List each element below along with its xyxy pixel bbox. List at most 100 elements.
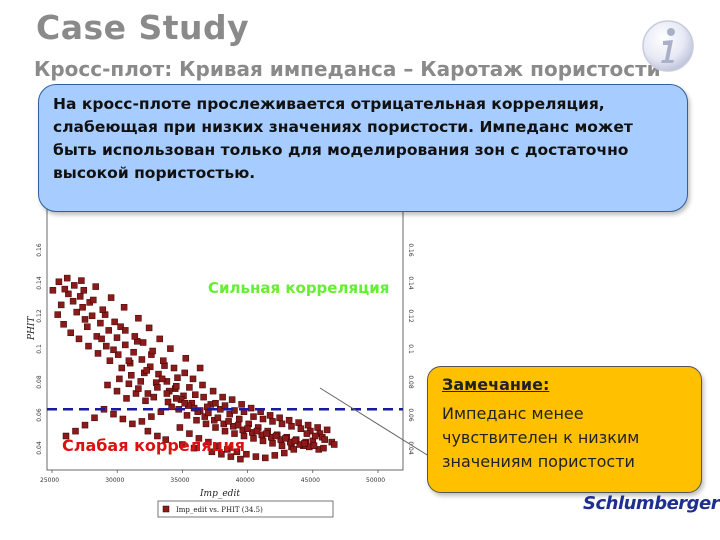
data-point	[154, 384, 161, 391]
data-point	[145, 324, 153, 332]
y-axis-label: PHIT	[27, 316, 37, 341]
slide-subtitle: Кросс-плот: Кривая импеданса – Каротаж п…	[34, 57, 661, 81]
data-point	[119, 415, 127, 423]
x-tick-label: 30000	[105, 477, 124, 484]
data-point	[62, 432, 70, 440]
data-point	[105, 327, 112, 334]
data-point	[173, 382, 180, 390]
data-point	[227, 453, 235, 460]
schlumberger-logo: Schlumberger	[583, 493, 720, 514]
data-point	[179, 441, 186, 448]
data-point	[125, 380, 133, 388]
data-point	[81, 421, 89, 429]
data-point	[72, 427, 79, 435]
data-point	[49, 287, 57, 294]
data-point	[173, 395, 180, 402]
data-point	[263, 430, 270, 437]
data-point	[212, 424, 219, 431]
data-point	[99, 306, 107, 313]
y2-tick-label: 0.14	[407, 276, 414, 290]
data-point	[297, 425, 305, 432]
data-point	[123, 395, 130, 402]
data-point	[54, 311, 61, 318]
data-point	[303, 430, 311, 437]
data-point	[97, 319, 104, 327]
data-point	[272, 432, 280, 440]
data-point	[228, 396, 236, 403]
data-point	[250, 435, 257, 442]
data-point	[118, 364, 126, 372]
data-point	[214, 442, 222, 449]
data-point	[224, 446, 231, 453]
data-point	[214, 414, 222, 422]
data-point	[253, 427, 261, 435]
y-tick-label: 0.06	[36, 408, 43, 422]
data-point	[259, 415, 267, 423]
data-point	[168, 403, 175, 411]
data-point	[120, 304, 128, 311]
weak-correlation-label: Слабая корреляция	[62, 436, 245, 455]
data-point	[139, 339, 147, 346]
data-point	[311, 432, 319, 440]
data-point	[281, 449, 288, 457]
data-point	[65, 290, 72, 298]
data-point	[98, 335, 105, 343]
data-point	[181, 369, 188, 377]
data-point	[290, 446, 298, 453]
data-point	[91, 414, 98, 422]
data-point	[146, 363, 154, 371]
remark-pointer-line	[319, 387, 441, 464]
note-text: На кросс-плоте прослеживается отрицатель…	[53, 95, 633, 182]
remark-callout: Замечание: Импеданс менее чувствителен к…	[427, 366, 702, 493]
data-point	[55, 278, 63, 286]
data-point	[69, 297, 77, 305]
data-point	[113, 387, 121, 395]
data-point	[321, 436, 328, 443]
data-point	[94, 350, 102, 357]
data-point	[76, 293, 84, 300]
slide-title: Case Study	[36, 8, 250, 47]
data-point	[219, 393, 226, 401]
data-point	[262, 454, 269, 462]
data-point	[288, 423, 295, 430]
data-point	[84, 323, 91, 330]
data-point	[75, 335, 83, 343]
data-point	[226, 410, 233, 418]
data-point	[243, 450, 250, 458]
data-point	[106, 357, 114, 364]
data-point	[266, 412, 274, 419]
data-point	[235, 415, 243, 423]
data-point	[144, 427, 152, 435]
data-point	[193, 416, 200, 424]
data-point	[278, 420, 286, 428]
data-point	[88, 312, 96, 320]
data-point	[63, 274, 71, 282]
data-point	[209, 387, 217, 395]
data-point	[125, 357, 133, 364]
data-point	[78, 277, 85, 284]
data-point	[192, 391, 199, 398]
data-point	[202, 420, 210, 428]
data-point	[201, 413, 209, 420]
data-point	[122, 341, 129, 349]
data-point	[269, 440, 276, 447]
note-callout: На кросс-плоте прослеживается отрицатель…	[38, 84, 688, 212]
data-point	[71, 282, 78, 289]
data-point	[148, 413, 155, 420]
data-point	[60, 321, 67, 328]
legend-label: Imp_edit vs. PHIT (34.5)	[176, 506, 263, 514]
x-tick-label: 25000	[40, 477, 59, 484]
data-point	[113, 334, 121, 341]
data-point	[156, 335, 163, 343]
data-point	[189, 375, 197, 383]
y2-tick-label: 0.06	[407, 408, 414, 422]
data-point	[205, 409, 212, 417]
data-point	[208, 448, 216, 456]
data-point	[285, 416, 293, 424]
data-point	[158, 375, 166, 383]
remark-text: Импеданс менее чувствителен к низким зна…	[442, 404, 640, 471]
data-point	[269, 418, 276, 425]
y-tick-label: 0.14	[36, 276, 43, 290]
data-point	[61, 285, 69, 293]
